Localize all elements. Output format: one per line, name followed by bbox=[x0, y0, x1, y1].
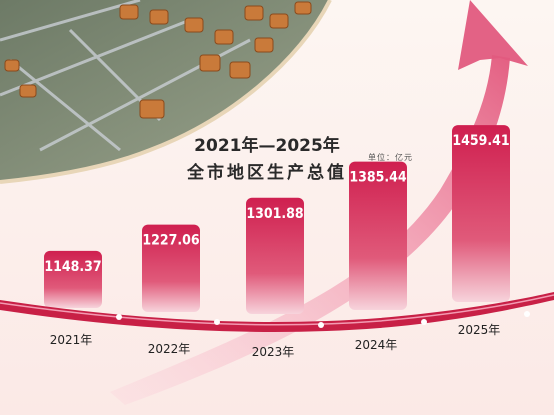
factory-floor bbox=[0, 0, 330, 182]
ribbon-highlight bbox=[0, 294, 554, 326]
growth-arrow-body bbox=[110, 55, 510, 405]
x-tick-label: 2022年 bbox=[148, 342, 191, 356]
x-tick-label: 2025年 bbox=[458, 323, 501, 337]
timeline-ribbon bbox=[0, 292, 554, 332]
x-tick-label: 2021年 bbox=[50, 333, 93, 347]
chart-title: 2021年—2025年 bbox=[194, 136, 340, 156]
growth-arrow-head bbox=[458, 0, 528, 70]
factory-photo bbox=[0, 0, 332, 184]
x-axis-labels-layer: 2021年 2022年 2023年 2024年 2025年 bbox=[50, 323, 501, 359]
timeline-dots-layer bbox=[116, 311, 530, 328]
bar-2024年 bbox=[349, 161, 407, 310]
bars-layer: 1148.37 1227.06 1301.88 1385.44 1459.41 bbox=[44, 125, 510, 314]
bar-2023年 bbox=[246, 197, 304, 314]
growth-arrow bbox=[110, 0, 528, 405]
unit-label: 单位：亿元 bbox=[368, 153, 413, 162]
bar-2022年 bbox=[142, 224, 200, 312]
bar-value-label: 1459.41 bbox=[452, 133, 509, 149]
copper-spools bbox=[4, 1, 312, 119]
ribbon-band bbox=[0, 292, 554, 332]
chart-subtitle: 全市地区生产总值 bbox=[187, 163, 347, 183]
bar-2021年 bbox=[44, 250, 102, 308]
x-tick-label: 2024年 bbox=[355, 338, 398, 352]
bar-value-label: 1148.37 bbox=[44, 259, 101, 275]
timeline-dot bbox=[524, 311, 530, 317]
bar-value-label: 1385.44 bbox=[349, 170, 407, 186]
timeline-dot bbox=[421, 319, 427, 325]
bar-value-label: 1227.06 bbox=[142, 233, 200, 249]
timeline-dot bbox=[116, 314, 122, 320]
bar-2025年 bbox=[452, 125, 510, 302]
bar-value-label: 1301.88 bbox=[246, 206, 303, 222]
factory-photo-border bbox=[0, 0, 332, 184]
timeline-dot bbox=[214, 319, 220, 325]
x-tick-label: 2023年 bbox=[252, 345, 295, 359]
timeline-dot bbox=[318, 322, 324, 328]
